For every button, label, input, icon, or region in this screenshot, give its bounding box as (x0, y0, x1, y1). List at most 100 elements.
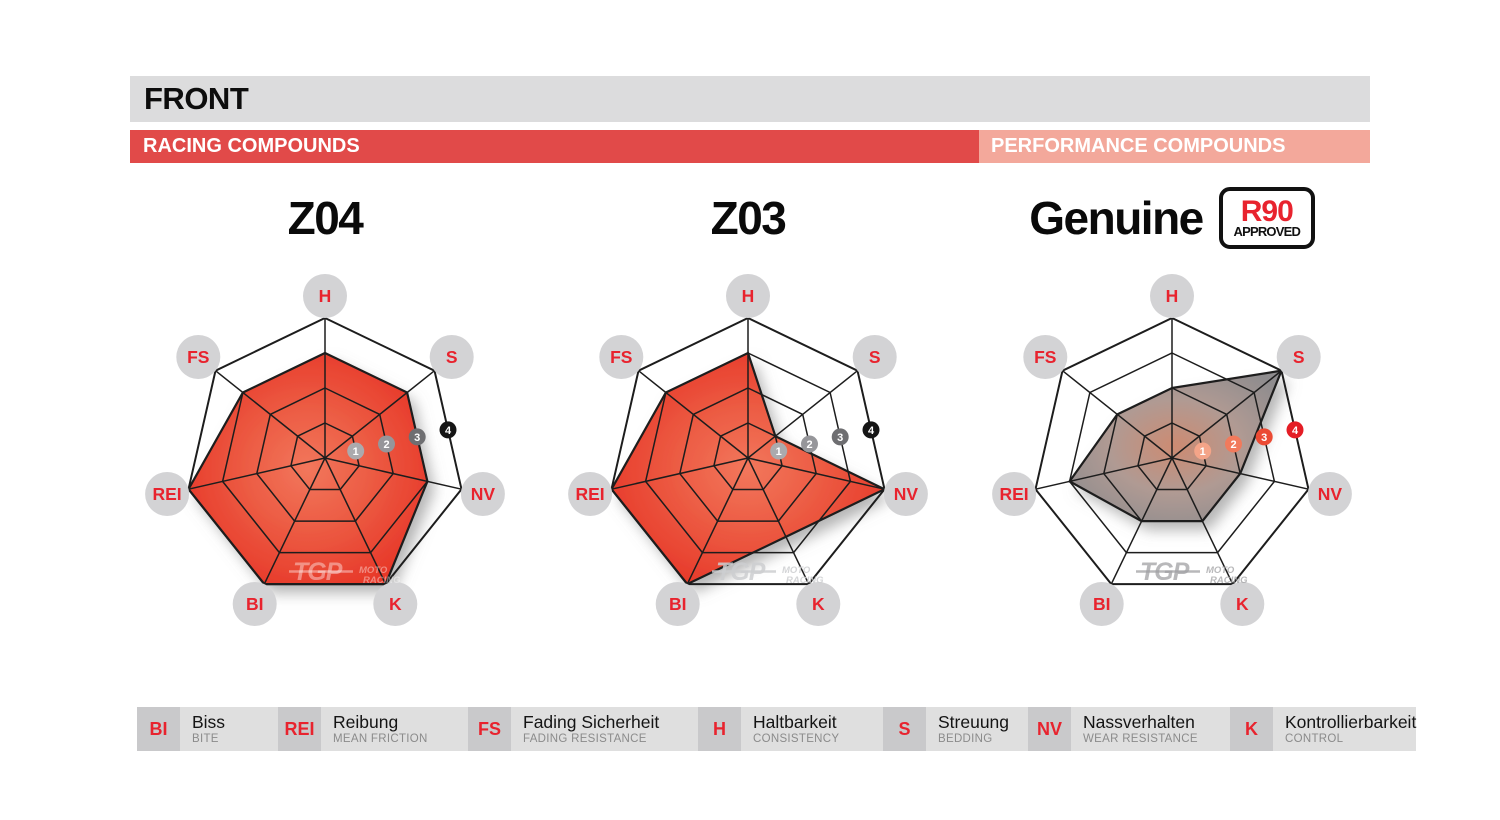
grid-spoke (747, 457, 810, 585)
grid-ring (610, 316, 886, 586)
legend-abbr-badge: K (1230, 707, 1273, 751)
legend-abbr-badge: FS (468, 707, 511, 751)
data-polygon (611, 353, 885, 585)
ring-badge (347, 442, 365, 460)
axis-label: BI (1093, 594, 1111, 614)
axis-label: NV (1318, 484, 1343, 504)
axis-label-circle (232, 582, 277, 626)
ring-badge-label: 3 (1261, 432, 1267, 444)
axis-label-circle (1307, 472, 1352, 516)
axis-label: NV (894, 484, 919, 504)
legend-term-en: BEDDING (938, 732, 993, 745)
grid-spoke (324, 457, 462, 490)
axis-label: K (812, 594, 825, 614)
legend-item-nv: NV Nassverhalten WEAR RESISTANCE (1028, 707, 1230, 751)
approved-badge-text: APPROVED (1233, 223, 1301, 239)
axis-label: H (742, 286, 755, 306)
legend-abbr-badge: BI (137, 707, 180, 751)
axis-label-circle (303, 274, 347, 318)
ring-badge (1286, 421, 1304, 439)
axis-label-circle (176, 335, 221, 379)
axis-label-circle (655, 582, 700, 626)
ring-badge (408, 428, 426, 446)
ring-badge-label: 4 (1292, 425, 1299, 437)
grid-spoke (686, 457, 749, 585)
ring-badge-label: 2 (806, 439, 812, 451)
legend-term-de: Fading Sicherheit (523, 711, 660, 732)
axis-label: K (1236, 594, 1249, 614)
legend-abbr-badge: S (883, 707, 926, 751)
chart-title-z03: Z03 (710, 192, 787, 244)
chart-title-genuine: Genuine (1029, 192, 1204, 244)
axis-label-circle (883, 472, 928, 516)
chart-title-z04: Z04 (287, 192, 364, 244)
ring-badge-label: 3 (414, 432, 420, 444)
radar-genuine: 1 2 3 4 H S NV K BI REI FS TGP MOTO RACING (962, 268, 1382, 658)
legend-term-de: Kontrollierbarkeit (1285, 711, 1417, 732)
axis-label: S (869, 347, 881, 367)
compound-section-bars: RACING COMPOUNDS PERFORMANCE COMPOUNDS (130, 130, 1370, 163)
legend-term-en: CONTROL (1285, 732, 1344, 745)
axis-label: H (1166, 286, 1179, 306)
ring-badge-label: 1 (1200, 446, 1206, 458)
grid-ring (644, 352, 852, 554)
legend-term-de: Reibung (333, 711, 399, 732)
watermark-sub2: RACING (363, 575, 401, 586)
ring-badge-label: 4 (445, 425, 452, 437)
legend-abbr-badge: H (698, 707, 741, 751)
ring-badge (1194, 442, 1212, 460)
grid-ring (290, 422, 360, 491)
data-polygon-outline (1067, 369, 1284, 523)
axis-label-circle (429, 335, 474, 379)
legend-item-fs: FS Fading Sicherheit FADING RESISTANCE (468, 707, 698, 751)
chart-title-row: Genuine R90 APPROVED (962, 185, 1382, 251)
axis-label-circle (460, 472, 505, 516)
axis-label-circle (1150, 274, 1194, 318)
ring-badge-label: 2 (1230, 439, 1236, 451)
legend-item-bi: BI Biss BITE (137, 707, 278, 751)
axis-label: FS (610, 347, 632, 367)
axis-label-circle (373, 582, 418, 626)
chart-title-row: Z03 (538, 185, 958, 251)
ring-badge-label: 4 (868, 425, 875, 437)
watermark-sub2: RACING (1210, 575, 1248, 586)
grid-spoke (324, 370, 435, 459)
ring-badge (1225, 435, 1242, 453)
watermark-sub2: RACING (786, 575, 824, 586)
legend-item-h: H Haltbarkeit CONSISTENCY (698, 707, 883, 751)
performance-compounds-bar: PERFORMANCE COMPOUNDS (979, 130, 1370, 163)
legend-term-de: Nassverhalten (1083, 711, 1195, 732)
axis-label-circle (992, 472, 1037, 516)
axis-label: REI (1000, 484, 1029, 504)
axis-label: BI (669, 594, 687, 614)
grid-ring (1137, 422, 1207, 491)
radar-z03: 1 2 3 4 H S NV K BI REI FS TGP MOTO RACING (538, 268, 958, 658)
axis-label-circle (1276, 335, 1321, 379)
grid-spoke (188, 457, 326, 490)
grid-ring (678, 387, 818, 522)
axis-label: K (389, 594, 402, 614)
axis-label: NV (471, 484, 496, 504)
chart-column-z03: Z03 1 2 3 4 H S NV K BI REI FS TGP MOTO RACING (538, 185, 958, 626)
grid-ring (1034, 316, 1310, 586)
ring-badge-label: 1 (353, 446, 359, 458)
axis-label-circle (1079, 582, 1124, 626)
watermark-sub1: MOTO (359, 565, 388, 576)
legend-item-s: S Streuung BEDDING (883, 707, 1028, 751)
data-polygon-outline (610, 351, 888, 586)
axis-label: S (1293, 347, 1305, 367)
data-polygon (188, 353, 428, 585)
ring-badge-label: 2 (383, 439, 389, 451)
axis-label: H (319, 286, 332, 306)
ring-badge (1255, 428, 1273, 446)
axis-label-circle (726, 274, 770, 318)
legend-item-k: K Kontrollierbarkeit CONTROL (1230, 707, 1417, 751)
grid-spoke (611, 457, 749, 490)
ring-badge (862, 421, 880, 439)
legend-strip: BI Biss BITE REI Reibung MEAN FRICTION F… (137, 707, 1417, 751)
